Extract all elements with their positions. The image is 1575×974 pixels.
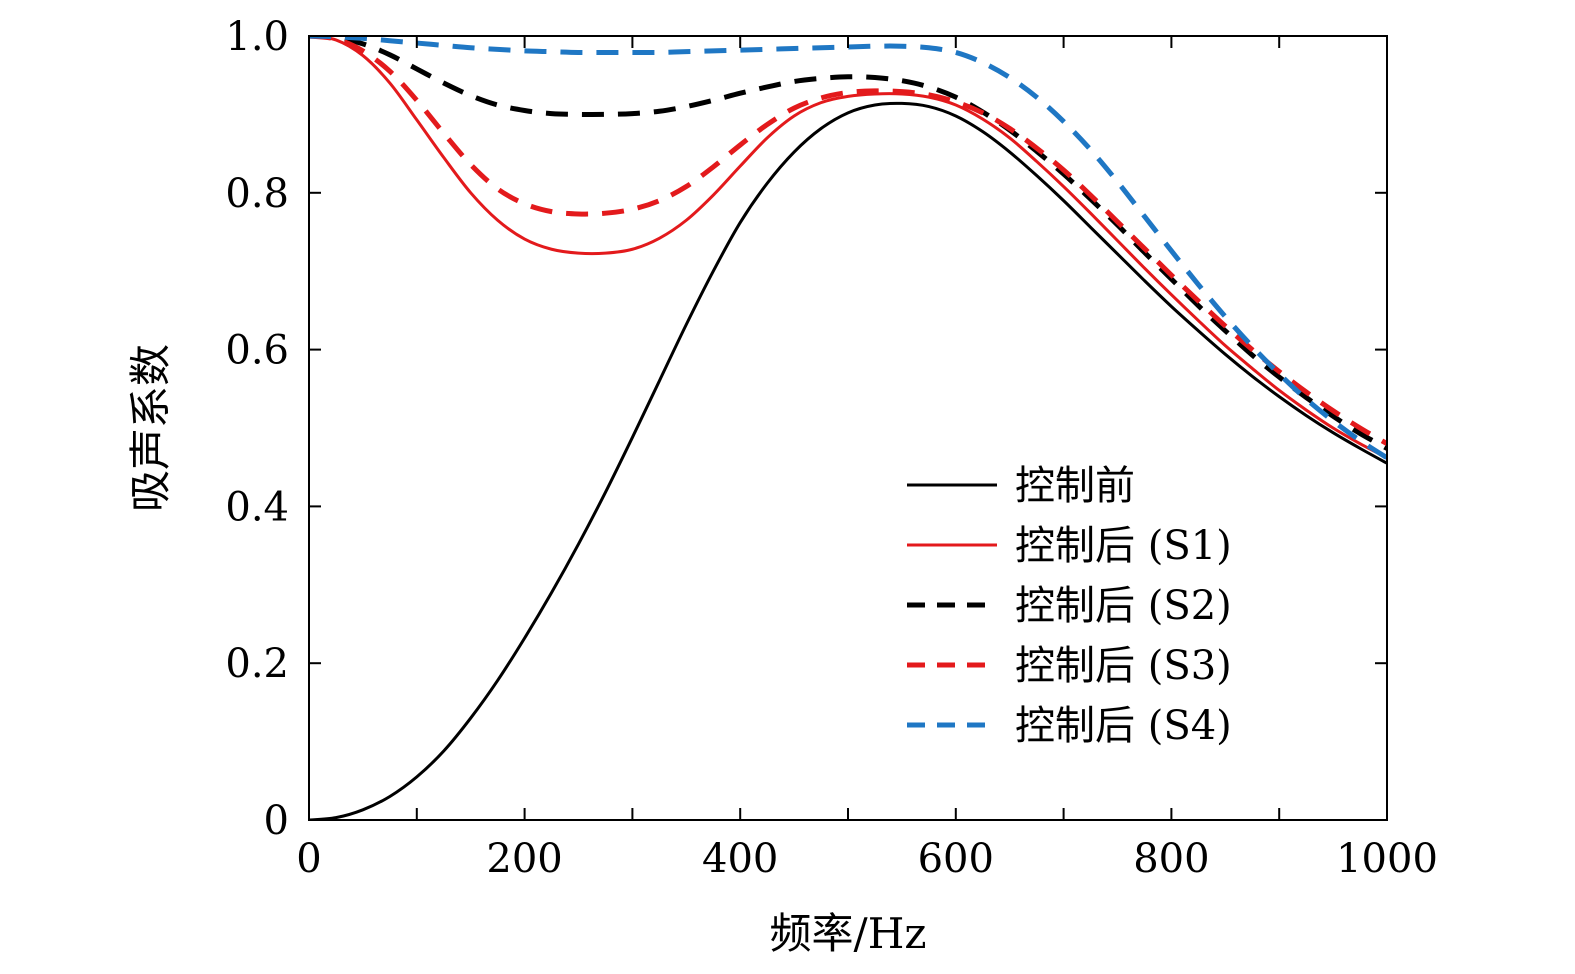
x-axis-label: 频率/Hz (770, 909, 927, 958)
series-line-3 (309, 36, 1387, 451)
y-tick-label: 0 (264, 798, 289, 844)
legend-label-2: 控制后 (S1) (1015, 523, 1232, 569)
legend-label-5: 控制后 (S4) (1015, 703, 1232, 749)
x-tick-label: 800 (1133, 836, 1209, 882)
y-axis-label: 吸声系数 (126, 344, 175, 512)
series-line-1 (309, 101, 1387, 820)
y-tick-label: 0.6 (225, 328, 289, 374)
x-tick-label: 0 (296, 836, 321, 882)
y-tick-label: 1.0 (225, 14, 289, 60)
y-tick-label: 0.4 (225, 484, 289, 530)
legend-label-3: 控制后 (S2) (1015, 583, 1232, 629)
y-tick-label: 0.2 (225, 641, 289, 687)
tick-layer: 0 200 400 600 800 1000 0 0.2 0.4 0.6 0.8 1.0 (225, 14, 1438, 882)
series-layer (309, 36, 1387, 820)
x-tick-label: 200 (486, 836, 562, 882)
x-tick-label: 600 (918, 836, 994, 882)
series-line-5 (309, 36, 1387, 460)
legend-label-1: 控制前 (1015, 463, 1135, 509)
x-tick-label: 1000 (1336, 836, 1438, 882)
y-tick-label: 0.8 (225, 171, 289, 217)
x-tick-label: 400 (702, 836, 778, 882)
legend-label-4: 控制后 (S3) (1015, 643, 1232, 689)
series-line-2 (309, 36, 1387, 460)
